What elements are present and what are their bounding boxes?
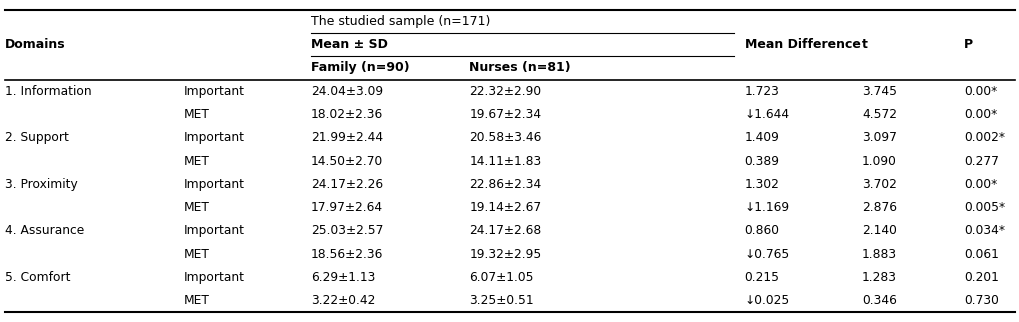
Text: Nurses (n=81): Nurses (n=81) <box>469 62 571 74</box>
Text: 0.346: 0.346 <box>861 294 896 307</box>
Text: 0.00*: 0.00* <box>963 108 997 121</box>
Text: 5. Comfort: 5. Comfort <box>5 271 70 284</box>
Text: 3.702: 3.702 <box>861 178 896 191</box>
Text: 0.00*: 0.00* <box>963 85 997 98</box>
Text: 22.86±2.34: 22.86±2.34 <box>469 178 541 191</box>
Text: 0.277: 0.277 <box>963 155 998 167</box>
Text: 24.17±2.68: 24.17±2.68 <box>469 224 541 237</box>
Text: 4. Assurance: 4. Assurance <box>5 224 85 237</box>
Text: 3.25±0.51: 3.25±0.51 <box>469 294 533 307</box>
Text: 0.005*: 0.005* <box>963 201 1004 214</box>
Text: MET: MET <box>183 108 209 121</box>
Text: 3.745: 3.745 <box>861 85 896 98</box>
Text: 20.58±3.46: 20.58±3.46 <box>469 131 541 144</box>
Text: Important: Important <box>183 271 245 284</box>
Text: 24.04±3.09: 24.04±3.09 <box>311 85 383 98</box>
Text: 6.07±1.05: 6.07±1.05 <box>469 271 533 284</box>
Text: 2.140: 2.140 <box>861 224 896 237</box>
Text: 1.302: 1.302 <box>744 178 779 191</box>
Text: 18.02±2.36: 18.02±2.36 <box>311 108 383 121</box>
Text: The studied sample (n=171): The studied sample (n=171) <box>311 15 490 28</box>
Text: 19.14±2.67: 19.14±2.67 <box>469 201 541 214</box>
Text: ↓0.025: ↓0.025 <box>744 294 789 307</box>
Text: 0.002*: 0.002* <box>963 131 1004 144</box>
Text: 0.034*: 0.034* <box>963 224 1004 237</box>
Text: 1.409: 1.409 <box>744 131 779 144</box>
Text: 0.061: 0.061 <box>963 248 998 260</box>
Text: 19.32±2.95: 19.32±2.95 <box>469 248 541 260</box>
Text: ↓1.169: ↓1.169 <box>744 201 789 214</box>
Text: 0.215: 0.215 <box>744 271 779 284</box>
Text: Domains: Domains <box>5 38 65 51</box>
Text: 14.50±2.70: 14.50±2.70 <box>311 155 383 167</box>
Text: 0.00*: 0.00* <box>963 178 997 191</box>
Text: 3.22±0.42: 3.22±0.42 <box>311 294 375 307</box>
Text: MET: MET <box>183 248 209 260</box>
Text: MET: MET <box>183 201 209 214</box>
Text: 0.389: 0.389 <box>744 155 779 167</box>
Text: 18.56±2.36: 18.56±2.36 <box>311 248 383 260</box>
Text: 4.572: 4.572 <box>861 108 896 121</box>
Text: 2.876: 2.876 <box>861 201 896 214</box>
Text: 0.201: 0.201 <box>963 271 998 284</box>
Text: 1.723: 1.723 <box>744 85 779 98</box>
Text: 1.283: 1.283 <box>861 271 896 284</box>
Text: 2. Support: 2. Support <box>5 131 69 144</box>
Text: 14.11±1.83: 14.11±1.83 <box>469 155 541 167</box>
Text: 3. Proximity: 3. Proximity <box>5 178 77 191</box>
Text: 0.860: 0.860 <box>744 224 779 237</box>
Text: P: P <box>963 38 972 51</box>
Text: 17.97±2.64: 17.97±2.64 <box>311 201 383 214</box>
Text: MET: MET <box>183 294 209 307</box>
Text: 1.090: 1.090 <box>861 155 896 167</box>
Text: 21.99±2.44: 21.99±2.44 <box>311 131 383 144</box>
Text: 1.883: 1.883 <box>861 248 896 260</box>
Text: Important: Important <box>183 178 245 191</box>
Text: 0.730: 0.730 <box>963 294 998 307</box>
Text: ↓1.644: ↓1.644 <box>744 108 789 121</box>
Text: t: t <box>861 38 867 51</box>
Text: Mean Difference: Mean Difference <box>744 38 860 51</box>
Text: 24.17±2.26: 24.17±2.26 <box>311 178 383 191</box>
Text: 25.03±2.57: 25.03±2.57 <box>311 224 383 237</box>
Text: Family (n=90): Family (n=90) <box>311 62 410 74</box>
Text: 1. Information: 1. Information <box>5 85 92 98</box>
Text: 3.097: 3.097 <box>861 131 896 144</box>
Text: MET: MET <box>183 155 209 167</box>
Text: Important: Important <box>183 224 245 237</box>
Text: Important: Important <box>183 85 245 98</box>
Text: Important: Important <box>183 131 245 144</box>
Text: 6.29±1.13: 6.29±1.13 <box>311 271 375 284</box>
Text: Mean ± SD: Mean ± SD <box>311 38 387 51</box>
Text: 22.32±2.90: 22.32±2.90 <box>469 85 541 98</box>
Text: 19.67±2.34: 19.67±2.34 <box>469 108 541 121</box>
Text: ↓0.765: ↓0.765 <box>744 248 789 260</box>
